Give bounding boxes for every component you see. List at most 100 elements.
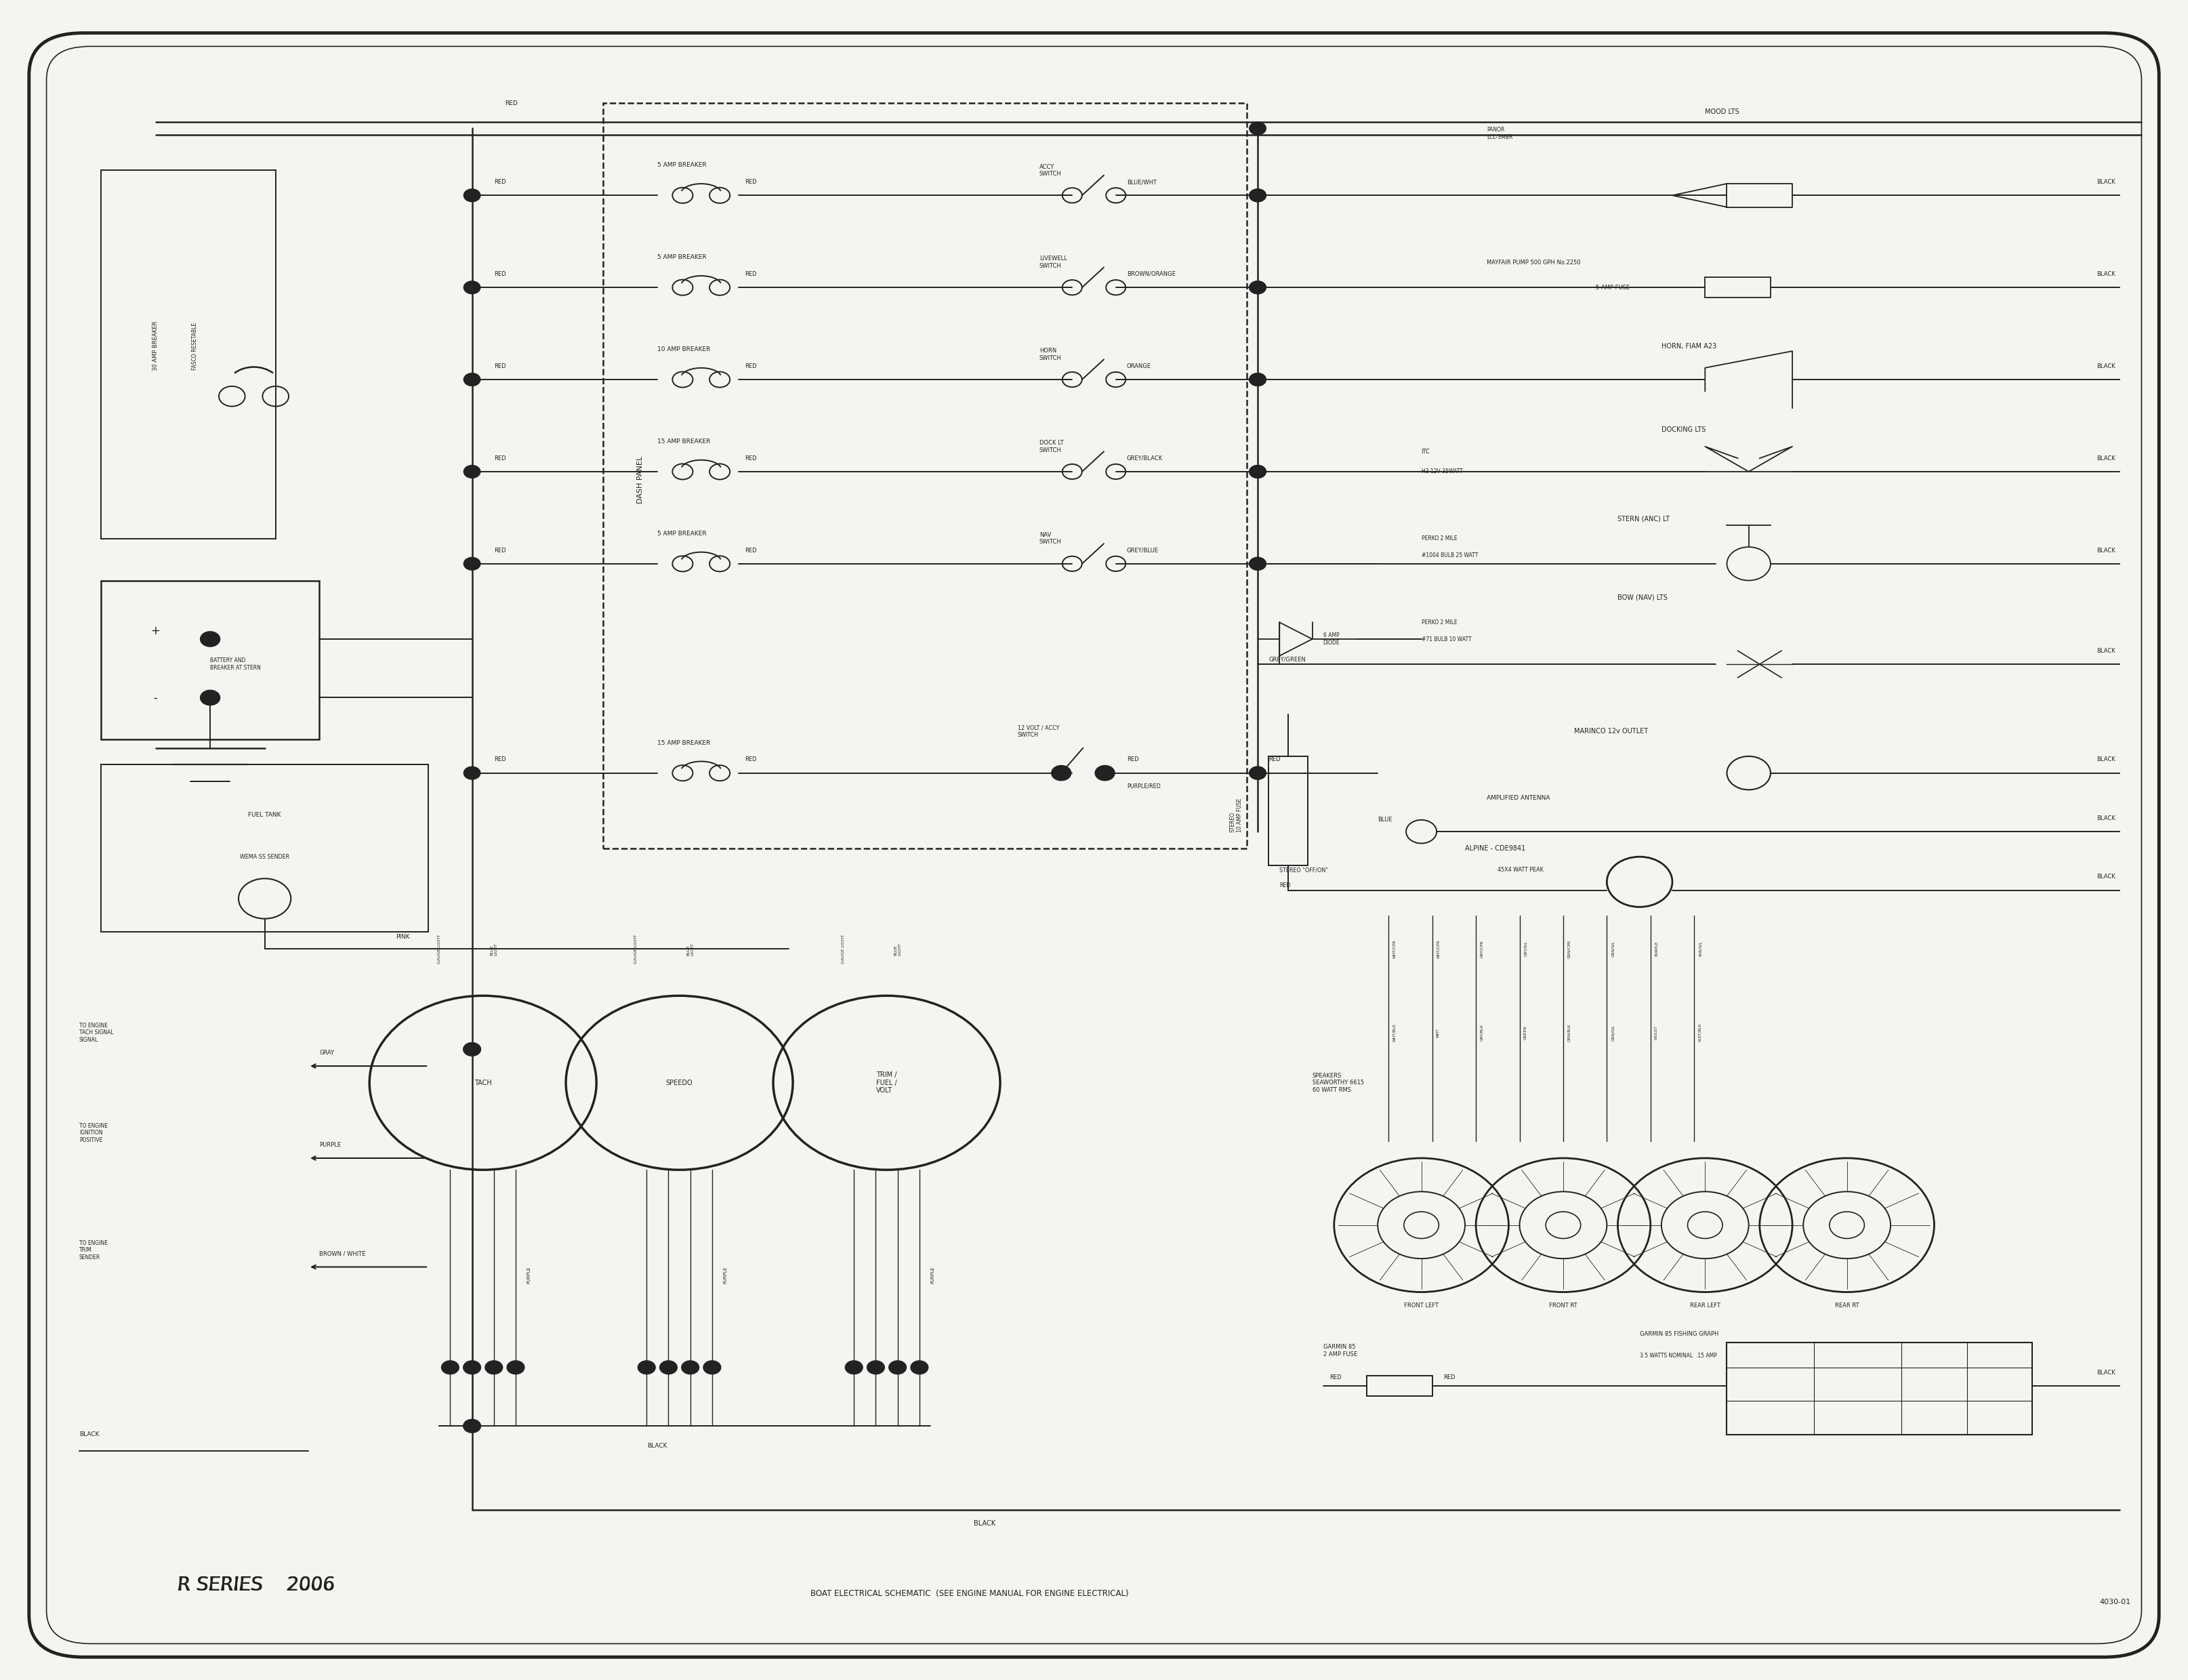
Text: GRN/BLK: GRN/BLK (1567, 1023, 1571, 1042)
Text: BLACK: BLACK (2096, 648, 2116, 654)
Text: ALPINE - CDE9841: ALPINE - CDE9841 (1466, 845, 1525, 852)
Text: TO ENGINE
IGNITION
POSITIVE: TO ENGINE IGNITION POSITIVE (79, 1122, 107, 1142)
Text: WHT/CPR: WHT/CPR (1394, 939, 1396, 958)
Circle shape (1249, 123, 1267, 134)
Text: 5 AMP FUSE: 5 AMP FUSE (1595, 284, 1630, 291)
Text: RED: RED (1269, 756, 1280, 763)
Text: R SERIES    2006: R SERIES 2006 (177, 1576, 335, 1594)
Text: BLACK: BLACK (79, 1431, 98, 1438)
Circle shape (486, 1361, 503, 1374)
Text: DASH PANEL: DASH PANEL (637, 457, 643, 504)
Circle shape (866, 1361, 884, 1374)
Text: MAYFAIR PUMP 500 GPH No.2250: MAYFAIR PUMP 500 GPH No.2250 (1488, 259, 1580, 265)
Circle shape (464, 373, 481, 386)
Text: RED: RED (494, 363, 505, 370)
Circle shape (464, 281, 481, 294)
Text: PERKO 2 MILE: PERKO 2 MILE (1422, 536, 1457, 541)
Circle shape (639, 1361, 656, 1374)
Text: BLACK: BLACK (2096, 455, 2116, 462)
Text: 5 AMP BREAKER: 5 AMP BREAKER (659, 254, 707, 260)
Text: NAV
SWITCH: NAV SWITCH (1039, 533, 1061, 546)
Text: HORN
SWITCH: HORN SWITCH (1039, 348, 1061, 361)
Text: RED: RED (1444, 1374, 1455, 1381)
Circle shape (1249, 373, 1267, 386)
Text: GRN/SIL: GRN/SIL (1610, 941, 1615, 958)
Text: GARMIN 85 FISHING GRAPH: GARMIN 85 FISHING GRAPH (1639, 1331, 1718, 1337)
Circle shape (442, 1361, 459, 1374)
Text: FRONT LEFT: FRONT LEFT (1405, 1302, 1440, 1309)
Circle shape (1249, 766, 1267, 780)
Circle shape (464, 1361, 481, 1374)
Text: HORN, FIAM A23: HORN, FIAM A23 (1661, 343, 1715, 349)
Text: VIOLET: VIOLET (1654, 1025, 1659, 1040)
Text: GRY/BLK: GRY/BLK (1481, 1025, 1483, 1042)
Bar (101, 581, 319, 739)
Bar (101, 170, 276, 539)
Circle shape (1249, 190, 1267, 202)
Text: GAUGE LIGHT: GAUGE LIGHT (842, 934, 845, 964)
Text: PURPLE: PURPLE (527, 1267, 532, 1284)
Circle shape (464, 190, 481, 202)
Text: RED: RED (744, 548, 757, 553)
Circle shape (702, 1361, 720, 1374)
Bar (604, 102, 1247, 848)
Circle shape (845, 1361, 862, 1374)
Text: MOOD LTS: MOOD LTS (1704, 108, 1739, 114)
Text: PURPLE: PURPLE (1654, 941, 1659, 956)
Text: ITC: ITC (1422, 449, 1431, 455)
Circle shape (464, 766, 481, 780)
Bar (101, 764, 429, 932)
Text: 3.5 WATTS NOMINAL  .15 AMP: 3.5 WATTS NOMINAL .15 AMP (1639, 1352, 1718, 1359)
Circle shape (464, 1043, 481, 1057)
Text: GAUGE LIGHT: GAUGE LIGHT (438, 934, 442, 964)
Text: PURPLE: PURPLE (930, 1267, 934, 1284)
Text: BLACK: BLACK (2096, 874, 2116, 880)
Text: WHT: WHT (1438, 1028, 1440, 1037)
Circle shape (1249, 281, 1267, 294)
Text: BLACK: BLACK (2096, 815, 2116, 822)
Text: BLUE
LIGHT: BLUE LIGHT (687, 942, 694, 956)
Text: SPEAKERS
SEAWORTHY 6615
60 WATT RMS: SPEAKERS SEAWORTHY 6615 60 WATT RMS (1313, 1074, 1363, 1094)
Text: LIVEWELL
SWITCH: LIVEWELL SWITCH (1039, 255, 1068, 269)
Circle shape (1094, 766, 1114, 781)
Circle shape (201, 632, 221, 647)
Text: BLACK: BLACK (648, 1443, 667, 1450)
Circle shape (910, 1361, 928, 1374)
Text: RED: RED (1127, 756, 1138, 763)
Text: ACCY
SWITCH: ACCY SWITCH (1039, 163, 1061, 176)
Text: 10 AMP BREAKER: 10 AMP BREAKER (659, 346, 711, 353)
Text: RED: RED (744, 756, 757, 763)
Text: ORANGE: ORANGE (1127, 363, 1151, 370)
Circle shape (464, 558, 481, 570)
Text: 5 AMP BREAKER: 5 AMP BREAKER (659, 531, 707, 536)
Text: RED: RED (494, 548, 505, 553)
Text: GARMIN 85
2 AMP FUSE: GARMIN 85 2 AMP FUSE (1324, 1344, 1357, 1357)
Text: RED: RED (494, 180, 505, 185)
Text: RED: RED (1280, 882, 1291, 889)
Text: BLUE: BLUE (1378, 816, 1392, 823)
Circle shape (1052, 766, 1072, 781)
Text: PINK: PINK (396, 934, 409, 941)
Text: 5 AMP BREAKER: 5 AMP BREAKER (659, 163, 707, 168)
Text: BLACK: BLACK (2096, 180, 2116, 185)
Text: DOCKING LTS: DOCKING LTS (1661, 427, 1707, 433)
Text: GREY/BLUE: GREY/BLUE (1127, 548, 1160, 553)
Text: BLACK: BLACK (2096, 363, 2116, 370)
Text: 12 VOLT / ACCY
SWITCH: 12 VOLT / ACCY SWITCH (1017, 724, 1059, 738)
Text: PURPLE/RED: PURPLE/RED (1127, 783, 1160, 790)
Text: BROWN/ORANGE: BROWN/ORANGE (1127, 270, 1175, 277)
Text: BOW (NAV) LTS: BOW (NAV) LTS (1617, 593, 1667, 601)
Circle shape (508, 1361, 525, 1374)
Bar (1704, 277, 1770, 297)
Text: PURPLE: PURPLE (722, 1267, 726, 1284)
Text: H3 12V 35WATT: H3 12V 35WATT (1422, 469, 1462, 475)
Text: FASCO RESETABLE: FASCO RESETABLE (193, 323, 197, 370)
Text: GREY/BLACK: GREY/BLACK (1127, 455, 1162, 462)
Bar (1726, 1342, 2033, 1435)
Text: #1004 BULB 25 WATT: #1004 BULB 25 WATT (1422, 553, 1477, 558)
Circle shape (1249, 190, 1267, 202)
Text: RED: RED (744, 180, 757, 185)
Text: REAR LEFT: REAR LEFT (1689, 1302, 1720, 1309)
Text: MARINCO 12v OUTLET: MARINCO 12v OUTLET (1573, 727, 1648, 734)
Text: SPEEDO: SPEEDO (665, 1079, 694, 1087)
